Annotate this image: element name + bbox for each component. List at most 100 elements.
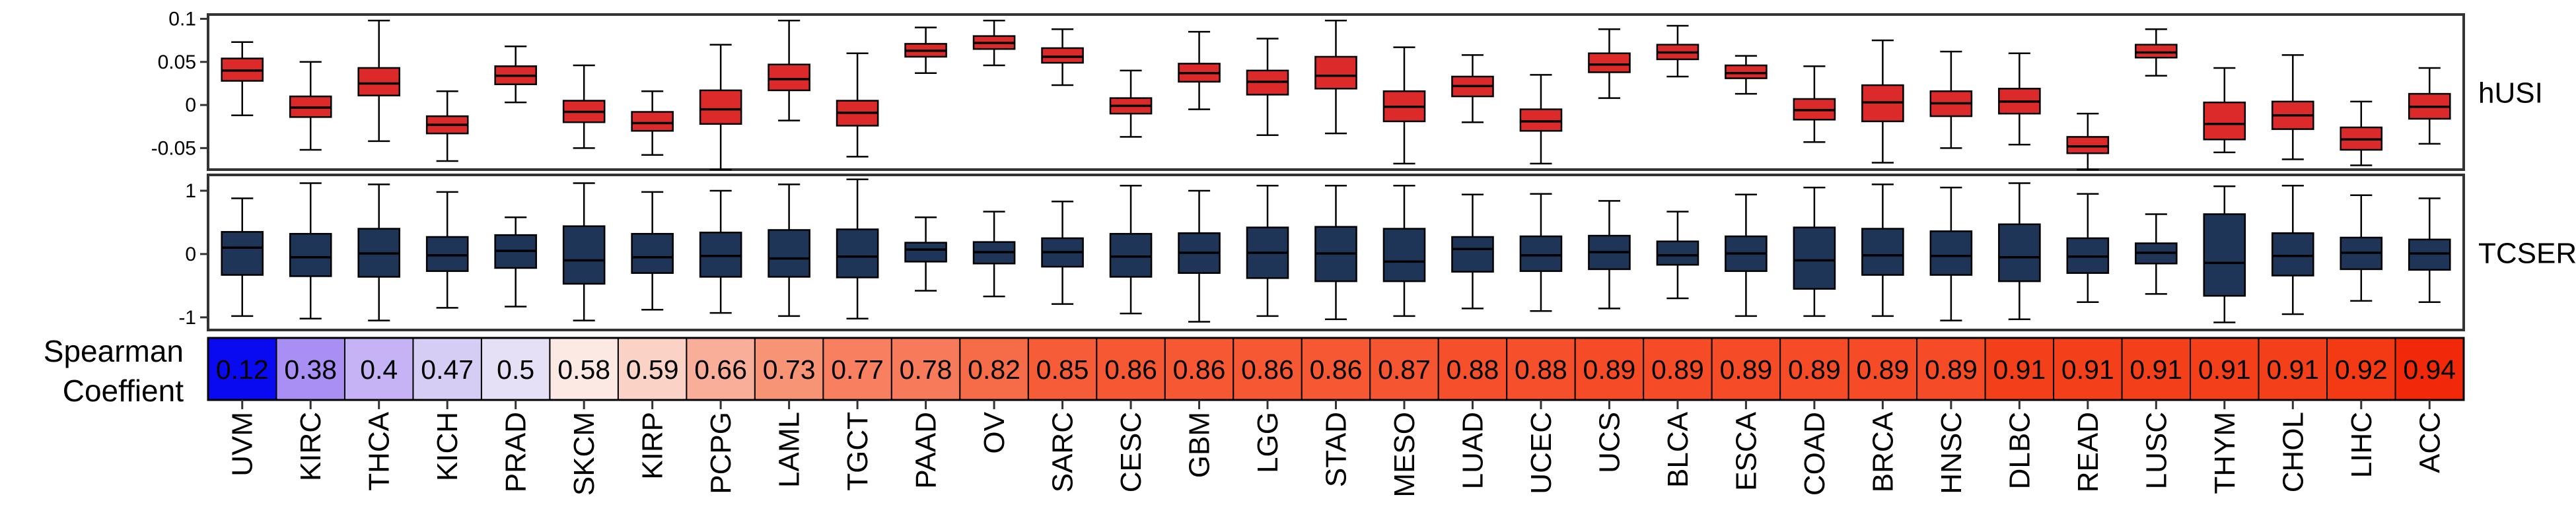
husi-box-laml-iqr <box>768 63 810 92</box>
heatmap-cell-blca <box>1643 337 1713 401</box>
tcser-box-gbm <box>1178 189 1221 323</box>
heatmap-cell-acc <box>2394 337 2464 401</box>
heatmap-cell-ov-value: 0.82 <box>968 354 1020 385</box>
tcser-box-hnsc-iqr <box>1929 230 1973 276</box>
x-tick-label-cesc: CESC <box>1115 412 1147 492</box>
husi-y-tick-label: 0.05 <box>158 51 196 73</box>
husi-panel-label: hUSI <box>2478 77 2543 110</box>
x-tick-label-lihc: LIHC <box>2345 412 2378 478</box>
heatmap-cell-uvm-value: 0.12 <box>216 354 269 385</box>
x-tick-label-coad: COAD <box>1799 412 1831 496</box>
husi-box-luad <box>1451 54 1494 123</box>
x-tick-label-ucs: UCS <box>1593 412 1626 473</box>
heatmap-cell-ucs <box>1574 337 1645 401</box>
tcser-box-tgct-iqr <box>836 228 879 279</box>
tcser-box-kirp <box>631 191 674 311</box>
husi-box-skcm <box>562 64 606 149</box>
heatmap-cell-prad <box>480 337 551 401</box>
tcser-box-meso-iqr <box>1382 228 1426 282</box>
husi-box-sarc-iqr <box>1041 47 1084 64</box>
tcser-box-skcm <box>562 182 606 321</box>
tcser-y-tick-label: 1 <box>185 180 196 202</box>
tcser-box-kich <box>425 191 469 309</box>
tcser-box-thca <box>357 183 401 321</box>
x-tick-label-blca: BLCA <box>1662 411 1694 488</box>
heatmap-cell-lusc-value: 0.91 <box>2129 354 2182 385</box>
heatmap-cell-chol-value: 0.91 <box>2266 354 2319 385</box>
heatmap-cell-read-value: 0.91 <box>2061 354 2114 385</box>
tcser-box-blca-iqr <box>1656 240 1699 266</box>
tcser-box-lusc <box>2135 213 2178 295</box>
tcser-box-skcm-iqr <box>562 225 606 285</box>
tcser-y-tick-label: -1 <box>178 307 196 329</box>
tcser-box-read <box>2066 193 2110 304</box>
x-tick-label-paad: PAAD <box>910 412 943 489</box>
cancer-type-axis: UVM KIRC THCA KICH PRAD SKCM KIRP PCPG LAML TGCT P… <box>227 400 2446 498</box>
husi-box-esca <box>1725 55 1768 95</box>
tcser-panel-frame <box>207 174 2465 331</box>
x-tick-label-dlbc: DLBC <box>2003 412 2036 489</box>
husi-box-cesc <box>1109 69 1153 138</box>
heatmap-cell-kirp-value: 0.59 <box>626 354 679 385</box>
x-tick-label-hnsc: HNSC <box>1935 412 1968 494</box>
tcser-box-esca <box>1725 193 1768 317</box>
tcser-box-coad <box>1793 186 1836 317</box>
husi-box-lihc <box>2340 100 2383 166</box>
heatmap-cell-skcm <box>549 337 619 401</box>
husi-box-stad-iqr <box>1314 55 1357 90</box>
x-tick-label-thca: THCA <box>363 411 396 490</box>
tcser-box-ucec <box>1519 193 1563 312</box>
tcser-panel-label: TCSER <box>2478 238 2576 270</box>
heatmap-cell-kich-value: 0.47 <box>421 354 474 385</box>
tcser-box-meso <box>1382 185 1426 317</box>
x-tick-label-ov: OV <box>978 411 1011 453</box>
tcser-box-kirc-iqr <box>289 232 332 277</box>
heatmap-cell-dlbc-value: 0.91 <box>1993 354 2046 385</box>
tcser-box-brca-iqr <box>1861 228 1904 276</box>
husi-box-ucec <box>1519 74 1563 165</box>
heatmap-cell-lihc <box>2326 337 2396 401</box>
tcser-box-cesc <box>1109 185 1153 315</box>
husi-box-laml <box>768 19 810 121</box>
husi-box-tgct <box>836 52 879 158</box>
tcser-box-prad <box>494 216 537 308</box>
tcser-box-tgct <box>836 178 879 319</box>
heatmap-cell-thca-value: 0.4 <box>360 354 398 385</box>
husi-box-thca <box>357 19 401 143</box>
husi-box-ov <box>972 19 1016 67</box>
heatmap-cell-ucs-value: 0.89 <box>1583 354 1636 385</box>
heatmap-cell-pcpg <box>686 337 756 401</box>
tcser-box-chol <box>2271 185 2314 315</box>
x-tick-label-kirp: KIRP <box>637 412 669 480</box>
x-tick-label-pcpg: PCPG <box>705 412 737 494</box>
husi-box-thca-iqr <box>357 67 401 96</box>
tcser-box-uvm <box>221 197 264 317</box>
tcser-box-pcpg-iqr <box>699 232 742 278</box>
heatmap-cell-ucec-value: 0.88 <box>1515 354 1567 385</box>
heatmap-cell-cesc <box>1096 337 1166 401</box>
heatmap-cell-gbm-value: 0.86 <box>1173 354 1226 385</box>
husi-box-chol <box>2271 54 2314 160</box>
tcser-box-laml-iqr <box>768 229 810 278</box>
heatmap-cell-brca <box>1847 337 1918 401</box>
husi-box-brca <box>1861 39 1904 164</box>
tcser-box-luad-iqr <box>1451 236 1494 273</box>
husi-box-kirp <box>631 90 674 156</box>
heatmap-cell-lihc-value: 0.92 <box>2335 354 2388 385</box>
heatmap-label-line1: Spearman <box>44 334 184 368</box>
heatmap-cell-coad-value: 0.89 <box>1788 354 1841 385</box>
husi-box-blca <box>1656 24 1699 78</box>
tcser-box-ov <box>972 211 1016 298</box>
tcser-panel: -1 0 1 TCSER <box>178 174 2576 331</box>
tcser-box-kirp-iqr <box>631 232 674 274</box>
heatmap-cell-meso-value: 0.87 <box>1378 354 1431 385</box>
heatmap-cell-cesc-value: 0.86 <box>1104 354 1157 385</box>
x-tick-label-thym: THYM <box>2209 412 2241 494</box>
husi-box-prad <box>494 46 537 104</box>
husi-box-uvm <box>221 41 264 116</box>
husi-box-stad <box>1314 19 1357 135</box>
husi-box-thym-iqr <box>2203 101 2246 141</box>
husi-box-acc <box>2408 67 2451 145</box>
husi-box-esca-iqr <box>1725 64 1768 79</box>
